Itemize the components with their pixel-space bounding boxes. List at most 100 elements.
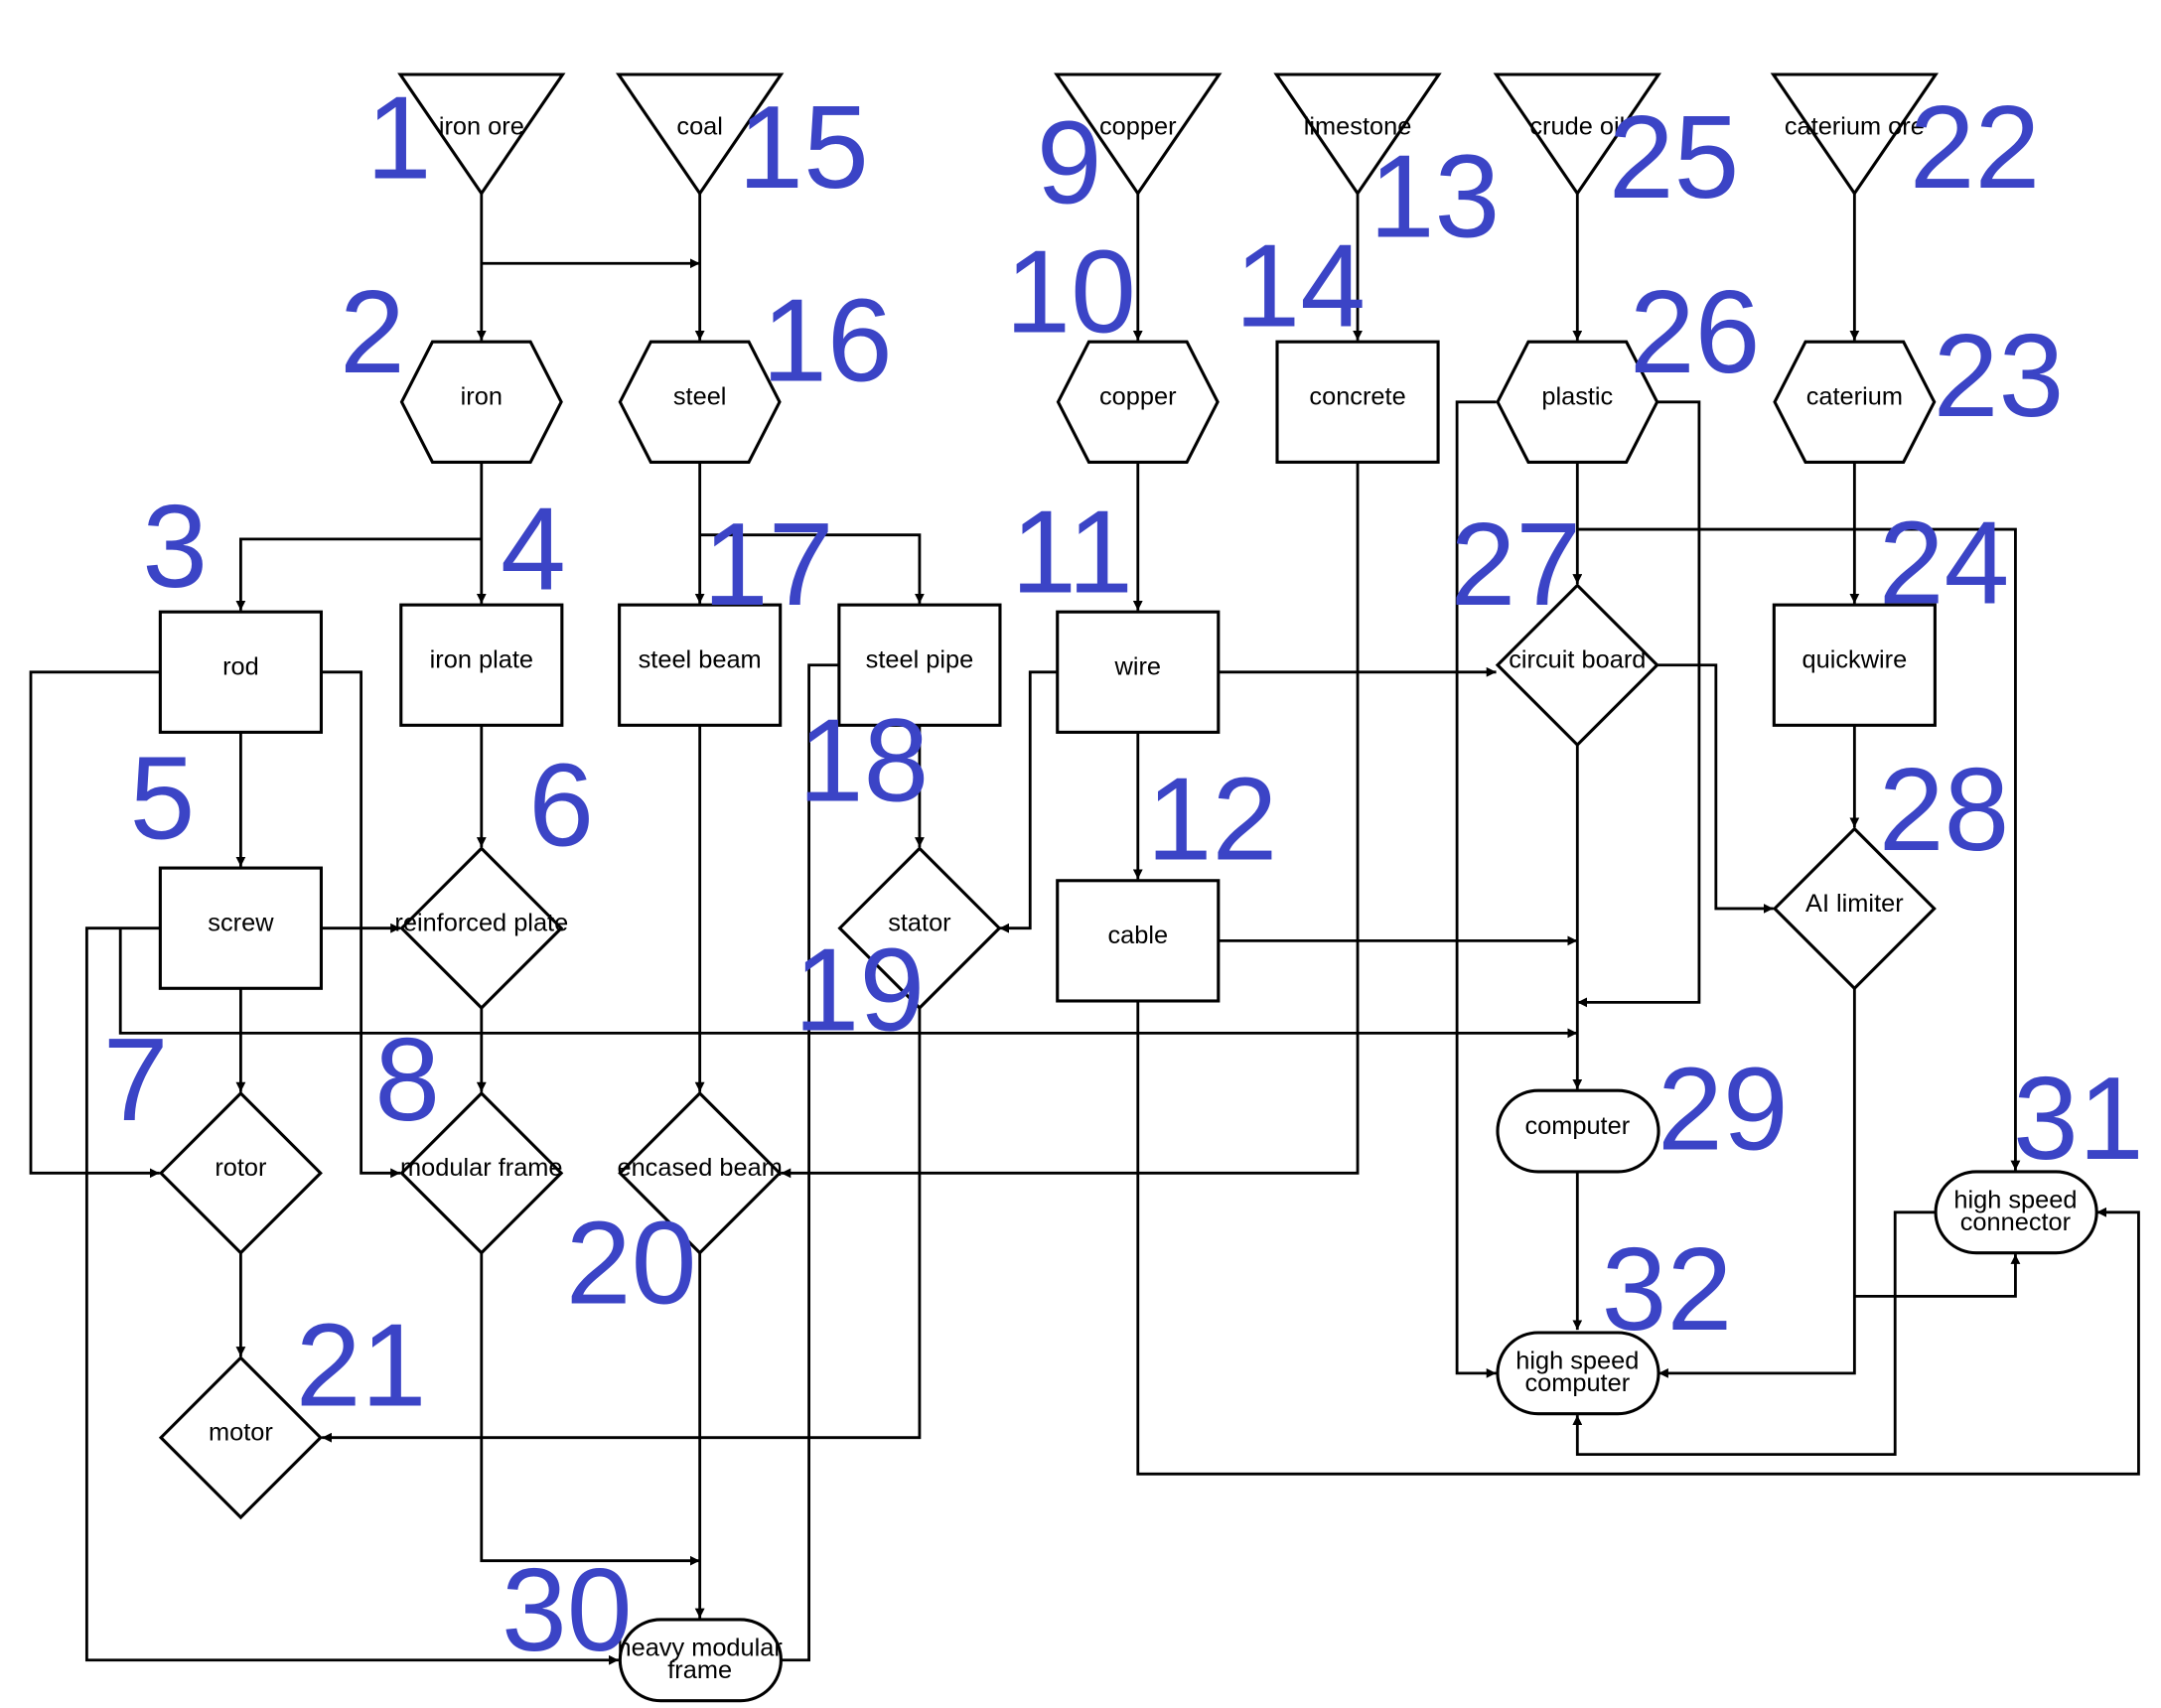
pill-shape (1934, 1170, 2098, 1255)
node-label: computer (1524, 1112, 1630, 1140)
connector-line (1658, 988, 1856, 1378)
rect-shape (837, 603, 1002, 727)
tri-shape (397, 72, 566, 197)
rect-shape (158, 610, 323, 734)
connector-line (84, 926, 619, 1665)
connector-line (1657, 663, 1774, 914)
connector-line (322, 1008, 922, 1443)
node-n5: screw (158, 866, 323, 990)
node-label: iron plate (430, 646, 533, 674)
node-n12: cable (1056, 879, 1221, 1003)
step-number: 16 (762, 276, 893, 407)
node-label: steel beam (639, 646, 762, 674)
step-number: 1 (366, 72, 432, 204)
rect-shape (399, 603, 564, 727)
connector-line (480, 1252, 700, 1566)
node-label: plastic (1541, 383, 1613, 411)
node-label: circuit board (1509, 646, 1646, 674)
rect-shape (1772, 603, 1937, 727)
node-n20: encased beam (617, 1090, 783, 1255)
step-number: 20 (566, 1198, 697, 1329)
hex-shape (1773, 340, 1937, 464)
node-n28: AI limiter (1772, 826, 1937, 991)
node-n10: copper (1056, 340, 1220, 464)
step-number: 4 (501, 485, 566, 616)
node-n11: wire (1056, 610, 1221, 734)
node-label: motor (209, 1419, 273, 1447)
node-label: iron (461, 383, 503, 411)
node-n6: reinforced plate (394, 846, 568, 1011)
node-n22: caterium ore (1770, 72, 1940, 197)
node-label: cable (1107, 922, 1168, 949)
node-label: steel (673, 383, 727, 411)
step-number: 17 (703, 499, 834, 631)
node-label: stator (888, 910, 951, 937)
node-n14: concrete (1275, 340, 1440, 464)
node-n19: stator (837, 846, 1002, 1011)
node-label: steel pipe (866, 646, 974, 674)
node-n18: steel pipe (837, 603, 1002, 727)
pill-shape (1496, 1331, 1660, 1416)
node-label: copper (1099, 113, 1177, 141)
node-n21: motor (158, 1355, 323, 1520)
step-number: 25 (1609, 92, 1740, 223)
rect-shape (1056, 610, 1221, 734)
dia-shape (399, 846, 564, 1011)
node-n1: iron ore (397, 72, 566, 197)
tri-shape (1273, 72, 1442, 197)
node-label: iron ore (439, 113, 524, 141)
node-label: coal (676, 113, 723, 141)
node-label: caterium ore (1785, 113, 1925, 141)
step-number: 31 (2013, 1054, 2144, 1185)
node-n25: crude oil (1493, 72, 1661, 197)
connector-line (1136, 1000, 2140, 1476)
step-number: 23 (1934, 311, 2065, 442)
pill-shape (618, 1618, 783, 1703)
node-n13: limestone (1273, 72, 1442, 197)
node-label: high speed (1953, 1187, 2077, 1214)
step-number: 32 (1602, 1224, 1733, 1355)
step-number: 2 (340, 267, 405, 398)
rect-shape (1275, 340, 1440, 464)
step-number: 21 (296, 1300, 427, 1431)
connector-line (235, 537, 482, 611)
connector-line (322, 670, 401, 1179)
node-label: limestone (1304, 113, 1412, 141)
node-label: frame (667, 1656, 732, 1684)
rect-shape (618, 603, 783, 727)
node-n23: caterium (1773, 340, 1937, 464)
step-number: 24 (1879, 498, 2010, 630)
node-n9: copper (1054, 72, 1223, 197)
step-number: 11 (1011, 487, 1133, 618)
node-label: crude oil (1529, 113, 1625, 141)
flowchart-nodes: iron ore coal copper limestone crude oil cate… (158, 72, 2098, 1703)
node-label: screw (208, 910, 274, 937)
step-number: 29 (1657, 1044, 1789, 1175)
dia-shape (158, 1355, 323, 1520)
step-number: 26 (1630, 267, 1761, 398)
tri-shape (1054, 72, 1223, 197)
step-number: 18 (798, 695, 930, 826)
rect-shape (158, 866, 323, 990)
node-label: concrete (1309, 383, 1405, 411)
node-label: connector (1960, 1209, 2072, 1236)
node-n2: iron (399, 340, 563, 464)
dia-shape (1772, 826, 1937, 991)
connector-line (1572, 1210, 1937, 1457)
step-number: 15 (738, 82, 869, 214)
dia-shape (837, 846, 1002, 1011)
dia-shape (618, 1090, 783, 1255)
hex-shape (399, 340, 563, 464)
step-number: 10 (1005, 226, 1136, 357)
rect-shape (1056, 879, 1221, 1003)
node-label: wire (1114, 653, 1162, 681)
node-label: high speed (1515, 1348, 1639, 1375)
step-number: 19 (793, 925, 925, 1057)
node-n26: plastic (1496, 340, 1659, 464)
pill-shape (1496, 1088, 1660, 1174)
hex-shape (1496, 340, 1659, 464)
